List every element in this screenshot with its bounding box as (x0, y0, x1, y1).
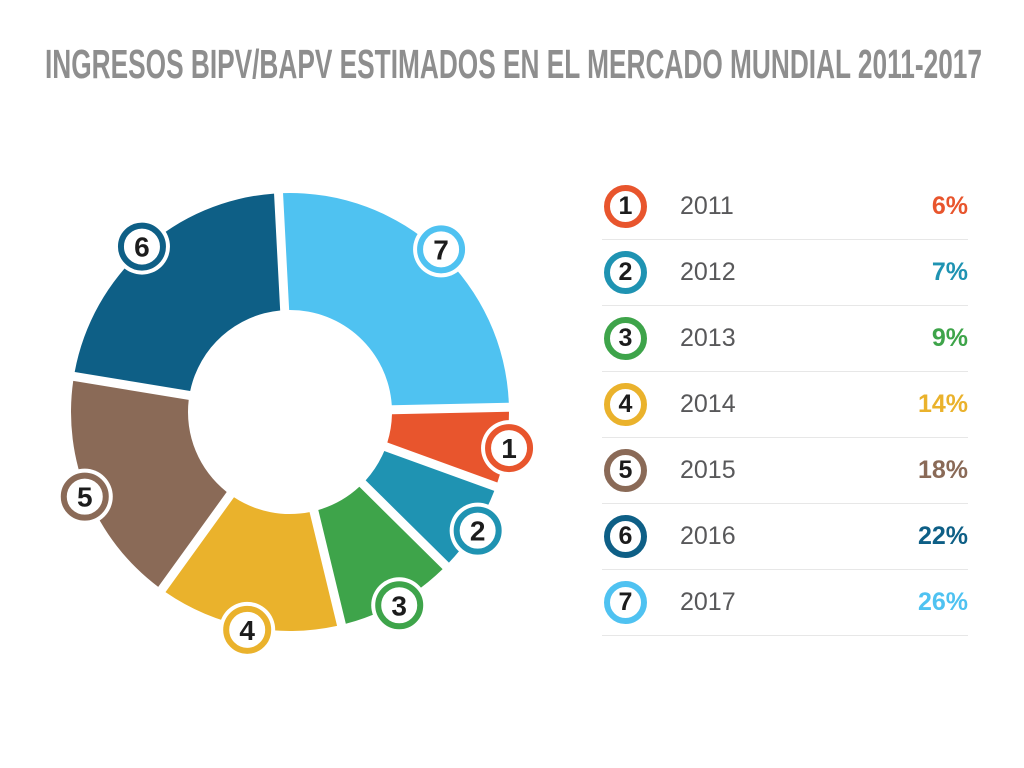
legend-percent-value: 14% (917, 390, 968, 418)
badge-ring (223, 605, 272, 654)
legend-year-label: 2016 (680, 522, 736, 550)
legend-percent-value: 22% (917, 522, 968, 550)
badge-ring (417, 225, 466, 274)
legend-badge-2: 2 (604, 251, 647, 294)
legend-row-2013: 3 2013 9% (602, 306, 968, 372)
slice-badge-6: 6 (113, 218, 170, 275)
legend-percent-value: 26% (917, 588, 968, 616)
legend-percent-value: 6% (931, 192, 968, 220)
legend-percent-value: 18% (917, 456, 968, 484)
legend-year-label: 2014 (680, 390, 736, 418)
badge-ring (453, 506, 502, 555)
legend-badge-5: 5 (604, 449, 647, 492)
badge-ring (485, 424, 534, 473)
legend-badge-3: 3 (604, 317, 647, 360)
badge-ring (375, 581, 424, 630)
badge-ring (60, 472, 109, 521)
slice-badge-5: 5 (56, 468, 113, 525)
legend-badge-1: 1 (604, 185, 647, 228)
legend-row-2016: 6 2016 22% (602, 504, 968, 570)
legend-row-2011: 1 2011 6% (602, 174, 968, 240)
badge-number: 7 (433, 234, 449, 265)
donut-slice-2011 (387, 411, 510, 483)
slice-badge-2: 2 (449, 502, 506, 559)
slice-badge-3: 3 (371, 577, 428, 634)
legend-row-2017: 7 2017 26% (602, 570, 968, 636)
legend-row-2014: 4 2014 14% (602, 372, 968, 438)
badge-ring (117, 222, 166, 271)
donut-slice-2017 (283, 192, 509, 406)
legend-badge-4: 4 (604, 383, 647, 426)
legend-badge-7: 7 (604, 581, 647, 624)
legend-badge-6: 6 (604, 515, 647, 558)
chart-title: INGRESOS BIPV/BAPV ESTIMADOS EN EL MERCA… (45, 41, 982, 87)
legend-year-label: 2017 (680, 588, 736, 616)
badge-number: 3 (391, 590, 407, 621)
badge-number: 5 (77, 482, 93, 513)
legend-year-label: 2015 (680, 456, 736, 484)
donut-slice-2014 (165, 497, 338, 631)
badge-number: 1 (501, 433, 517, 464)
badge-number: 4 (239, 615, 255, 646)
legend-row-2015: 5 2015 18% (602, 438, 968, 504)
slice-badge-1: 1 (481, 420, 538, 477)
donut-slice-2015 (71, 380, 227, 587)
legend-row-2012: 2 2012 7% (602, 240, 968, 306)
legend-percent-value: 7% (931, 258, 968, 286)
slice-badge-7: 7 (413, 221, 470, 278)
donut-slice-2016 (74, 193, 281, 391)
slice-badge-4: 4 (219, 601, 276, 658)
badge-number: 2 (470, 516, 486, 547)
legend-year-label: 2011 (680, 192, 734, 220)
badge-number: 6 (134, 232, 150, 263)
legend-year-label: 2012 (680, 258, 736, 286)
legend: 1 2011 6% 2 2012 7% 3 2013 9% 4 2014 14%… (602, 174, 968, 636)
legend-percent-value: 9% (931, 324, 968, 352)
legend-year-label: 2013 (680, 324, 736, 352)
